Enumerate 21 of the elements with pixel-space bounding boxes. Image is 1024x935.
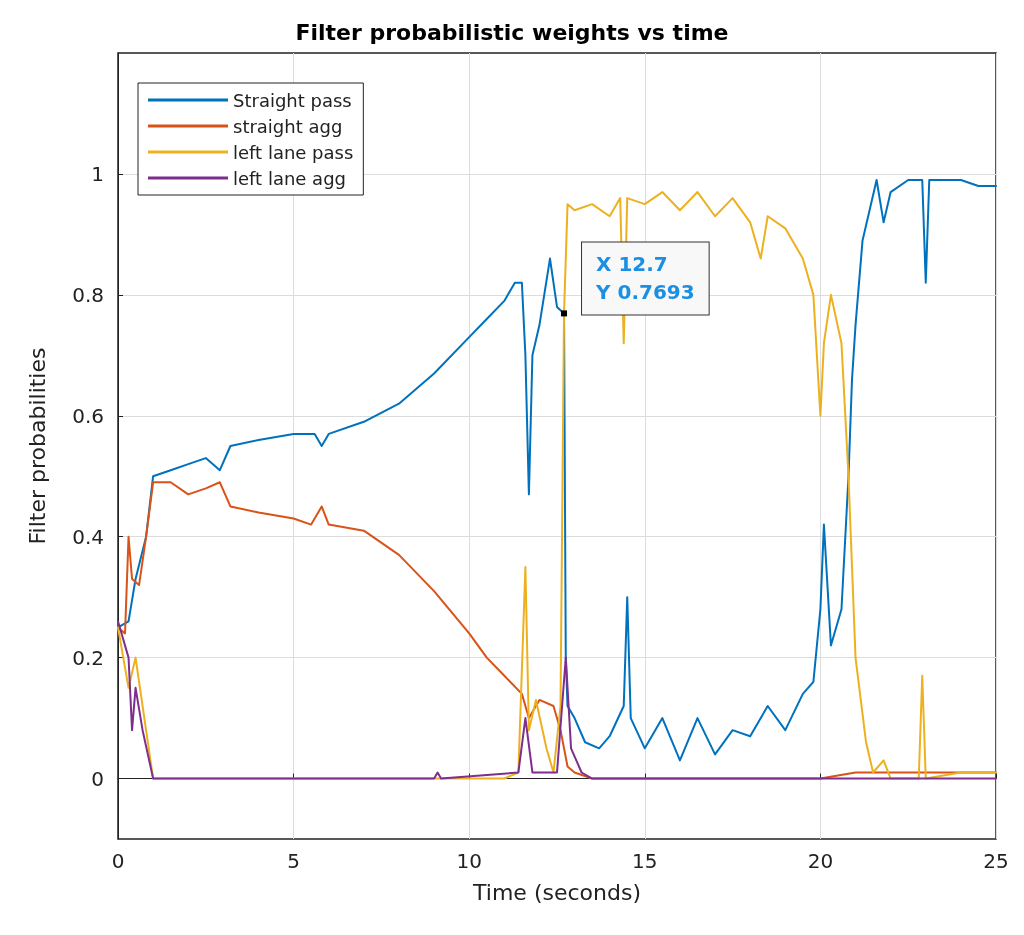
x-tick-label: 15 <box>632 849 658 873</box>
y-tick-label: 1 <box>91 161 104 186</box>
y-tick-label: 0.4 <box>72 524 104 549</box>
y-tick-label: 0.2 <box>72 645 104 670</box>
x-tick-label: 25 <box>983 849 1009 873</box>
x-tick-label: 10 <box>456 849 482 873</box>
annotation: X 12.7 Y 0.7693 <box>595 252 695 305</box>
x-tick-label: 0 <box>111 849 125 873</box>
legend-label: left lane pass <box>233 141 354 163</box>
x-axis-title: Time (seconds) <box>472 879 641 905</box>
line-series <box>117 620 997 780</box>
chart-title: Filter probabilistic weights vs time <box>295 19 729 45</box>
y-tick-label: 0.8 <box>72 282 104 307</box>
y-tick-label: 0 <box>91 766 104 791</box>
x-tick-label: 20 <box>807 849 834 873</box>
x-tick-label: 5 <box>287 849 300 873</box>
legend-label: straight agg <box>233 115 343 137</box>
y-axis-title: Filter probabilities <box>24 347 50 545</box>
legend-label: Straight pass <box>233 89 352 111</box>
legend-label: left lane agg <box>233 167 346 189</box>
y-tick-label: 0.6 <box>72 403 104 428</box>
